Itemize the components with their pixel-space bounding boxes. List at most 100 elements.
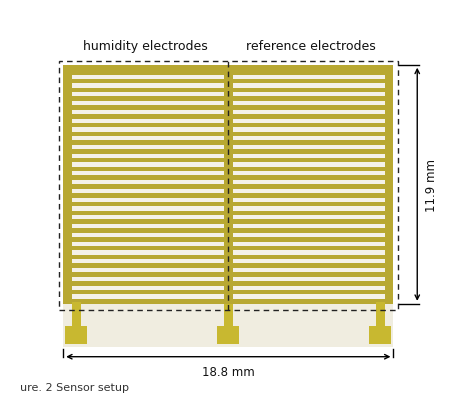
Bar bbox=[72, 268, 220, 273]
Bar bbox=[232, 128, 385, 132]
Bar bbox=[232, 154, 236, 159]
Bar bbox=[232, 286, 236, 290]
Bar bbox=[232, 84, 236, 88]
Bar bbox=[232, 216, 385, 220]
Bar bbox=[72, 242, 220, 246]
Bar bbox=[232, 111, 236, 115]
Bar bbox=[232, 154, 385, 159]
Bar bbox=[232, 93, 385, 97]
Bar bbox=[220, 294, 225, 299]
Bar bbox=[72, 137, 220, 141]
Bar bbox=[232, 233, 236, 237]
Bar bbox=[224, 66, 233, 304]
Bar bbox=[72, 302, 81, 329]
Bar bbox=[72, 294, 220, 299]
Bar bbox=[232, 242, 385, 246]
Bar bbox=[232, 102, 385, 106]
Bar bbox=[72, 216, 220, 220]
Bar bbox=[220, 137, 225, 141]
Bar bbox=[232, 286, 385, 290]
Bar bbox=[220, 242, 225, 246]
Bar bbox=[232, 259, 236, 264]
Bar bbox=[72, 163, 220, 167]
Bar bbox=[232, 102, 236, 106]
Text: reference electrodes: reference electrodes bbox=[246, 40, 376, 53]
Bar bbox=[218, 327, 239, 344]
Bar bbox=[232, 198, 236, 202]
Bar bbox=[65, 327, 87, 344]
Bar bbox=[232, 294, 236, 299]
Bar bbox=[220, 224, 225, 229]
Bar bbox=[72, 111, 220, 115]
Bar bbox=[232, 180, 385, 185]
Bar bbox=[232, 242, 236, 246]
Bar bbox=[232, 128, 236, 132]
Bar bbox=[72, 286, 220, 290]
Bar bbox=[72, 102, 220, 106]
Text: ure. 2 Sensor setup: ure. 2 Sensor setup bbox=[20, 382, 129, 392]
Bar bbox=[232, 145, 385, 150]
Bar bbox=[232, 207, 385, 211]
Bar bbox=[220, 102, 225, 106]
Bar bbox=[72, 76, 220, 80]
Bar bbox=[72, 93, 220, 97]
Bar bbox=[232, 163, 385, 167]
Bar bbox=[232, 277, 236, 281]
Bar bbox=[72, 277, 220, 281]
Bar bbox=[72, 251, 220, 255]
Bar bbox=[232, 76, 236, 80]
Bar bbox=[220, 286, 225, 290]
Bar bbox=[220, 277, 225, 281]
Bar bbox=[72, 172, 220, 176]
Bar bbox=[232, 224, 236, 229]
Bar bbox=[220, 163, 225, 167]
Bar bbox=[220, 172, 225, 176]
Bar bbox=[63, 66, 393, 304]
Bar bbox=[232, 294, 385, 299]
Bar bbox=[63, 304, 393, 347]
Bar bbox=[232, 233, 385, 237]
Bar bbox=[232, 145, 236, 150]
Text: 18.8 mm: 18.8 mm bbox=[202, 365, 255, 377]
Bar bbox=[232, 119, 385, 123]
Bar bbox=[232, 216, 236, 220]
Bar bbox=[232, 190, 236, 194]
Bar bbox=[72, 154, 220, 159]
Bar bbox=[63, 66, 71, 304]
Bar bbox=[220, 216, 225, 220]
Bar bbox=[220, 233, 225, 237]
Bar bbox=[232, 207, 236, 211]
Bar bbox=[220, 180, 225, 185]
Bar bbox=[232, 137, 385, 141]
Bar bbox=[232, 137, 236, 141]
Bar bbox=[232, 76, 385, 80]
Bar bbox=[232, 163, 236, 167]
Bar bbox=[232, 251, 385, 255]
Bar bbox=[220, 207, 225, 211]
Bar bbox=[375, 302, 385, 329]
Bar bbox=[232, 119, 236, 123]
Bar bbox=[232, 268, 385, 273]
Bar bbox=[232, 93, 236, 97]
Text: humidity electrodes: humidity electrodes bbox=[83, 40, 208, 53]
Bar bbox=[232, 180, 236, 185]
Bar bbox=[232, 251, 236, 255]
Bar bbox=[369, 327, 391, 344]
Bar bbox=[232, 172, 236, 176]
Bar bbox=[220, 93, 225, 97]
Bar bbox=[220, 128, 225, 132]
Bar bbox=[220, 154, 225, 159]
Bar bbox=[220, 190, 225, 194]
Bar bbox=[220, 145, 225, 150]
Bar bbox=[72, 233, 220, 237]
Bar bbox=[72, 128, 220, 132]
Bar bbox=[72, 84, 220, 88]
Bar bbox=[72, 198, 220, 202]
Bar bbox=[385, 66, 393, 304]
Bar bbox=[72, 119, 220, 123]
Bar bbox=[220, 198, 225, 202]
Bar bbox=[232, 259, 385, 264]
Bar bbox=[72, 190, 220, 194]
Bar bbox=[224, 302, 233, 329]
Bar bbox=[72, 259, 220, 264]
